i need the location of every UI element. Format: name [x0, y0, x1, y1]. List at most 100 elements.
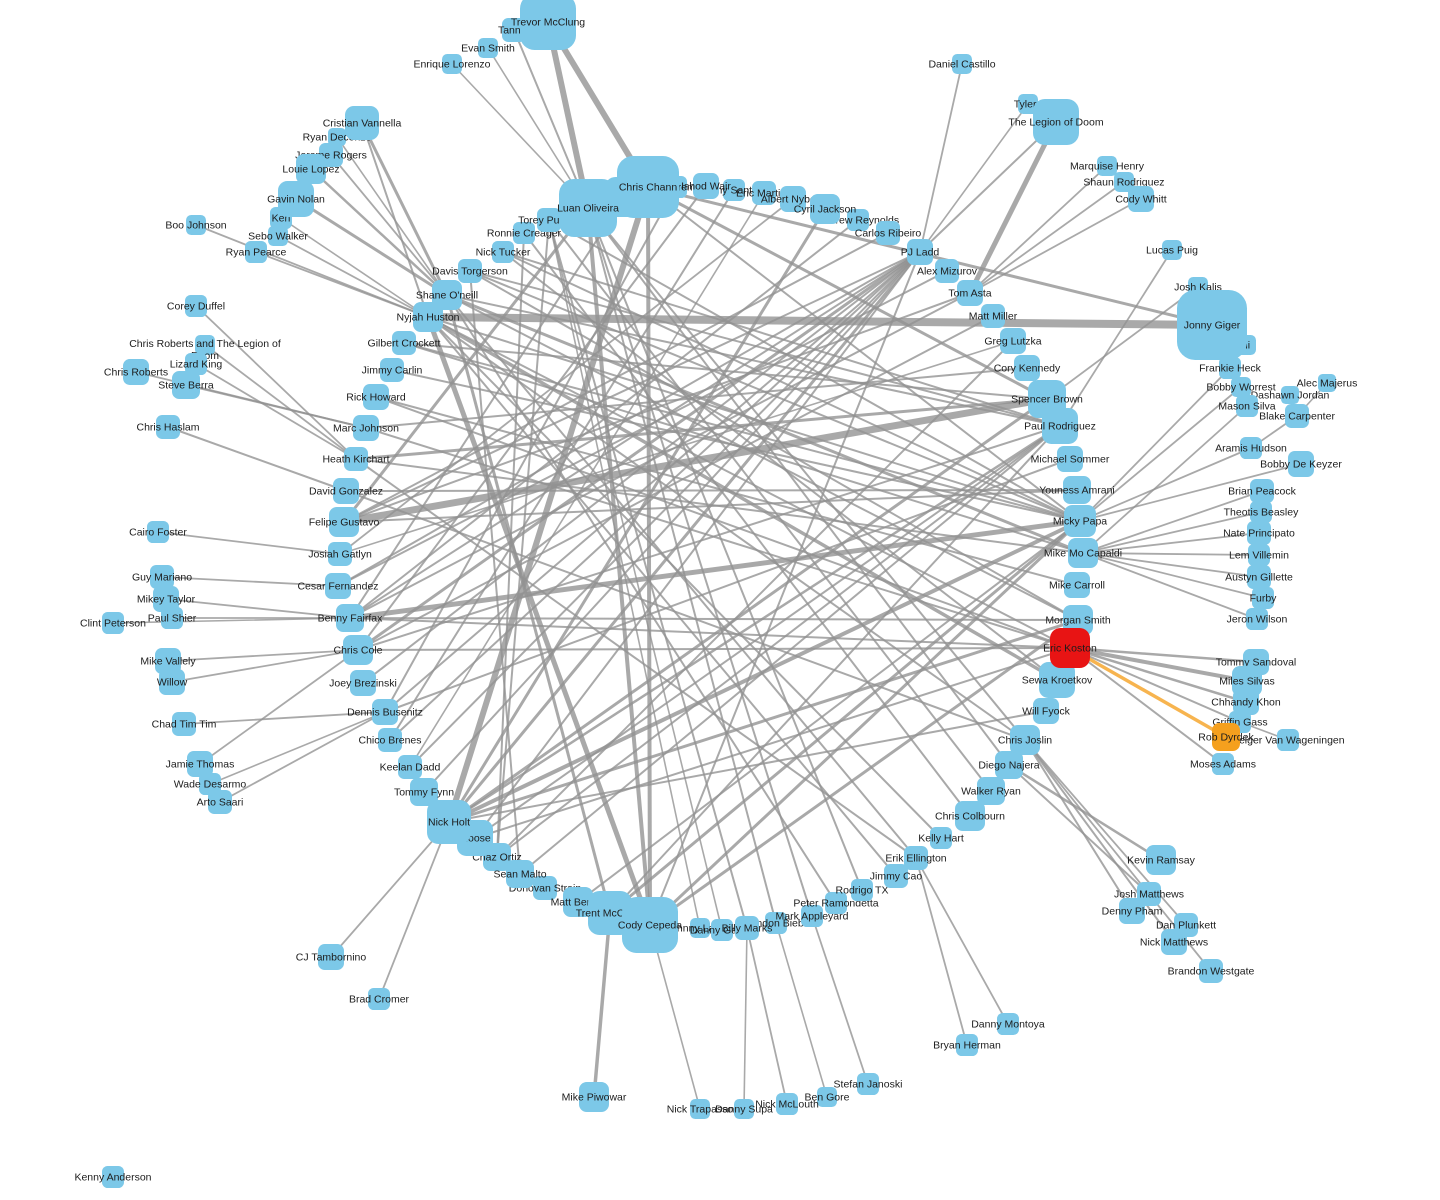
node-mike-vallely[interactable]: Mike Vallely	[140, 648, 196, 674]
node-box[interactable]	[363, 384, 389, 410]
node-chris-joslin[interactable]: Chris Joslin	[998, 725, 1052, 755]
node-jeron-wilson[interactable]: Jeron Wilson	[1227, 608, 1288, 630]
node-paul-shier[interactable]: Paul Shier	[148, 607, 197, 629]
node-box[interactable]	[1212, 723, 1240, 751]
node-mikey-taylor[interactable]: Mikey Taylor	[137, 586, 196, 612]
node-gilbert-crockett[interactable]: Gilbert Crockett	[368, 331, 441, 355]
node-chris-cole[interactable]: Chris Cole	[333, 635, 383, 665]
node-lizard-king[interactable]: Lizard King	[170, 353, 223, 375]
node-ben-gore[interactable]: Ben Gore	[805, 1087, 850, 1107]
node-mike-mo-capaldi[interactable]: Mike Mo Capaldi	[1044, 538, 1122, 568]
node-box[interactable]	[336, 604, 364, 632]
node-box[interactable]	[752, 181, 776, 205]
node-box[interactable]	[776, 1093, 798, 1115]
node-box[interactable]	[1057, 446, 1083, 472]
node-box[interactable]	[904, 846, 928, 870]
node-tommy-fynn[interactable]: Tommy Fynn	[394, 778, 454, 806]
node-tommy-sandoval[interactable]: Tommy Sandoval	[1216, 649, 1297, 675]
node-kelly-hart[interactable]: Kelly Hart	[918, 827, 964, 849]
node-box[interactable]	[935, 259, 959, 283]
node-tom-asta[interactable]: Tom Asta	[948, 280, 992, 306]
node-box[interactable]	[172, 712, 196, 736]
node-benny-fairfax[interactable]: Benny Fairfax	[318, 604, 384, 632]
node-chris-haslam[interactable]: Chris Haslam	[136, 415, 200, 439]
node-box[interactable]	[957, 280, 983, 306]
node-box[interactable]	[413, 302, 443, 332]
node-clint-peterson[interactable]: Clint Peterson	[80, 612, 146, 634]
node-box[interactable]	[520, 0, 576, 50]
node-danny-montoya[interactable]: Danny Montoya	[971, 1013, 1045, 1035]
node-box[interactable]	[345, 106, 379, 140]
node-box[interactable]	[537, 208, 561, 232]
node-box[interactable]	[1247, 565, 1271, 589]
node-nick-mclouth[interactable]: Nick McLouth	[755, 1093, 819, 1115]
node-luan-oliveira[interactable]: Luan Oliveira	[557, 179, 619, 237]
node-box[interactable]	[1063, 476, 1091, 504]
node-pj-ladd[interactable]: PJ Ladd	[901, 239, 940, 265]
node-box[interactable]	[380, 358, 404, 382]
node-furby[interactable]: Furby	[1250, 587, 1278, 609]
node-box[interactable]	[368, 988, 390, 1010]
node-box[interactable]	[1219, 357, 1241, 379]
node-box[interactable]	[734, 1099, 754, 1119]
node-box[interactable]	[1212, 753, 1234, 775]
node-box[interactable]	[884, 864, 908, 888]
node-trevor-mcclung[interactable]: Trevor McClung	[511, 0, 585, 50]
node-rob-dyrdek[interactable]: Rob Dyrdek	[1198, 723, 1254, 751]
node-box[interactable]	[1018, 94, 1038, 114]
node-box[interactable]	[378, 728, 402, 752]
node-box[interactable]	[857, 1073, 879, 1095]
node-bobby-de-keyzer[interactable]: Bobby De Keyzer	[1260, 451, 1342, 477]
node-box[interactable]	[1231, 377, 1251, 397]
node-moses-adams[interactable]: Moses Adams	[1190, 753, 1256, 775]
node-box[interactable]	[458, 259, 482, 283]
node-box[interactable]	[1162, 240, 1182, 260]
node-cory-kennedy[interactable]: Cory Kennedy	[994, 355, 1061, 381]
node-box[interactable]	[1247, 521, 1271, 545]
node-chad-tim-tim[interactable]: Chad Tim Tim	[152, 712, 217, 736]
node-arto-saari[interactable]: Arto Saari	[197, 790, 244, 814]
node-box[interactable]	[997, 1013, 1019, 1035]
node-box[interactable]	[1063, 605, 1093, 635]
node-boo-johnson[interactable]: Boo Johnson	[165, 215, 227, 235]
node-jimmy-carlin[interactable]: Jimmy Carlin	[362, 358, 423, 382]
node-box[interactable]	[185, 353, 207, 375]
node-box[interactable]	[328, 542, 352, 566]
node-box[interactable]	[333, 478, 359, 504]
node-box[interactable]	[506, 860, 534, 888]
node-brad-cromer[interactable]: Brad Cromer	[349, 988, 410, 1010]
node-box[interactable]	[995, 751, 1023, 779]
node-guy-mariano[interactable]: Guy Mariano	[132, 565, 192, 589]
node-box[interactable]	[711, 919, 733, 941]
node-box[interactable]	[1285, 404, 1309, 428]
node-box[interactable]	[1240, 437, 1262, 459]
node-davis-torgerson[interactable]: Davis Torgerson	[432, 259, 508, 283]
node-cesar-fernandez[interactable]: Cesar Fernandez	[297, 573, 379, 599]
node-box[interactable]	[1068, 538, 1098, 568]
node-box[interactable]	[1318, 374, 1336, 392]
node-morgan-smith[interactable]: Morgan Smith	[1045, 605, 1111, 635]
node-alex-mizurov[interactable]: Alex Mizurov	[917, 259, 978, 283]
node-box[interactable]	[588, 891, 632, 935]
node-austyn-gillette[interactable]: Austyn Gillette	[1225, 565, 1293, 589]
node-diego-najera[interactable]: Diego Najera	[978, 751, 1040, 779]
node-marc-johnson[interactable]: Marc Johnson	[333, 415, 399, 441]
node-david-gonzalez[interactable]: David Gonzalez	[309, 478, 383, 504]
node-box[interactable]	[907, 239, 933, 265]
node-box[interactable]	[1097, 156, 1117, 176]
node-box[interactable]	[343, 635, 373, 665]
node-cristian-vannella[interactable]: Cristian Vannella	[323, 106, 402, 140]
node-box[interactable]	[1114, 172, 1134, 192]
node-louie-lopez[interactable]: Louie Lopez	[282, 154, 340, 184]
node-shaun-rodriquez[interactable]: Shaun Rodriquez	[1083, 172, 1165, 192]
node-box[interactable]	[1248, 544, 1270, 566]
node-box[interactable]	[442, 54, 462, 74]
node-box[interactable]	[690, 1099, 710, 1119]
node-cody-cepeda[interactable]: Cody Cepeda	[618, 897, 682, 953]
node-box[interactable]	[533, 876, 557, 900]
node-matt-miller[interactable]: Matt Miller	[969, 304, 1018, 328]
node-box[interactable]	[245, 241, 267, 263]
node-cairo-foster[interactable]: Cairo Foster	[129, 521, 187, 543]
node-box[interactable]	[952, 54, 972, 74]
node-box[interactable]	[353, 415, 379, 441]
